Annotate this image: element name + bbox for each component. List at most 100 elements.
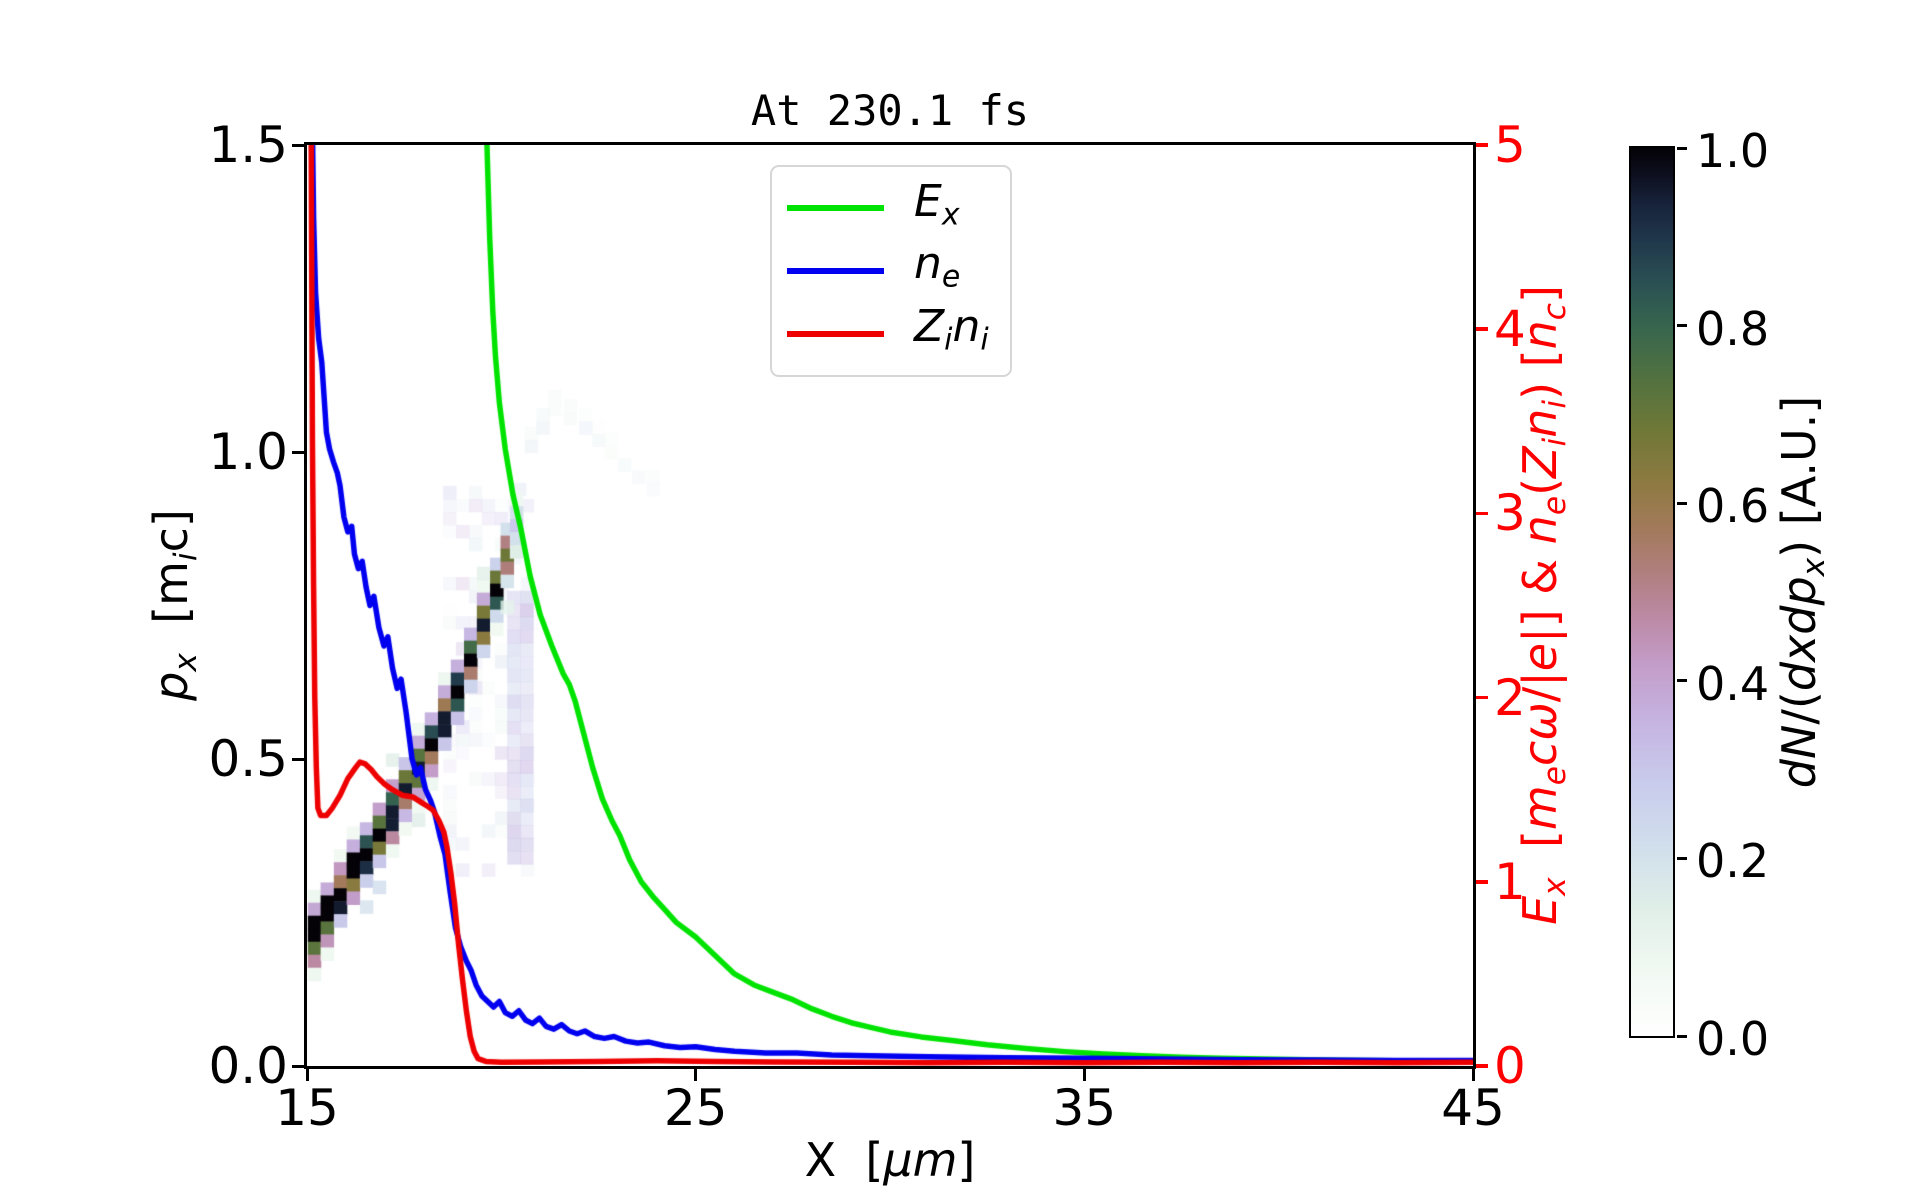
colorbar-tick [1677, 146, 1687, 150]
label-fragment: e [1513, 642, 1568, 672]
label-fragment: i [980, 322, 989, 358]
legend-line-swatch [787, 205, 884, 212]
label-fragment: X [ [804, 1133, 884, 1187]
label-fragment: n [914, 238, 942, 290]
y-right-tick-label: 3 [1494, 484, 1526, 543]
label-fragment: dxdp [1772, 576, 1827, 692]
label-fragment: m [1513, 785, 1568, 831]
label-fragment: c [144, 527, 199, 553]
label-fragment: ] [144, 509, 199, 528]
label-fragment: n [1513, 408, 1568, 438]
label-fragment: E [1513, 895, 1568, 925]
y-left-tick [292, 450, 304, 454]
y-left-tick-label: 1.5 [208, 116, 288, 174]
y-left-tick [292, 1064, 304, 1068]
label-fragment: x [167, 653, 204, 672]
label-fragment: /( [1772, 691, 1827, 725]
legend-label: Ex [914, 175, 960, 239]
label-fragment: n [1513, 320, 1568, 350]
y-right-tick [1476, 511, 1488, 516]
x-tick [1082, 1069, 1086, 1081]
label-fragment: e [941, 259, 961, 295]
y-left-tick-label: 1.0 [208, 423, 288, 481]
label-fragment: [ [1513, 830, 1568, 878]
y-left-tick-label: 0.0 [208, 1037, 288, 1095]
x-tick-label: 15 [275, 1079, 339, 1137]
colorbar [1629, 146, 1675, 1038]
y-right-tick [1476, 327, 1488, 331]
label-fragment: ) [A.U.] [1772, 395, 1827, 558]
y-right-tick [1476, 880, 1488, 884]
label-fragment: p [144, 671, 199, 701]
colorbar-tick-label: 1.0 [1696, 124, 1770, 178]
x-tick [694, 1069, 698, 1081]
label-fragment: c [1536, 303, 1573, 321]
x-tick-label: 45 [1441, 1079, 1505, 1137]
label-fragment: /| [1513, 671, 1568, 703]
legend: Ex ne Zini [770, 165, 1012, 377]
y-axis-label-left: px [mic] [144, 509, 204, 701]
label-fragment: n [1513, 515, 1568, 545]
colorbar-tick-label: 0.0 [1696, 1012, 1770, 1066]
legend-line-swatch [787, 267, 884, 274]
y-right-tick [1476, 1064, 1488, 1068]
legend-item-Zini: Zini [772, 300, 1010, 364]
y-right-tick-label: 5 [1494, 116, 1526, 174]
legend-label: Zini [914, 300, 989, 364]
colorbar-tick [1677, 501, 1687, 505]
legend-label: ne [914, 240, 960, 301]
colorbar-tick [1677, 324, 1687, 328]
page-title: At 230.1 fs [750, 86, 1030, 135]
legend-item-Ex: Ex [772, 175, 1010, 239]
label-fragment: i [1536, 437, 1573, 447]
colorbar-tick [1677, 1034, 1687, 1038]
label-fragment: ] [1513, 285, 1568, 304]
label-fragment: dN [1772, 724, 1827, 789]
label-fragment: n [952, 300, 981, 352]
label-fragment: e [1536, 495, 1573, 516]
colorbar-tick-label: 0.2 [1696, 834, 1770, 889]
colorbar-tick [1677, 856, 1687, 860]
x-axis-label: X [μm] [304, 1133, 1476, 1187]
x-tick-label: 25 [663, 1079, 728, 1137]
label-fragment: Z [914, 300, 945, 352]
label-fragment: E [914, 175, 942, 227]
colorbar-tick-label: 0.8 [1696, 301, 1770, 356]
label-fragment: ω [1513, 702, 1568, 741]
label-fragment: ] [957, 1133, 976, 1187]
colorbar-tick [1677, 679, 1687, 683]
y-right-tick-label: 0 [1494, 1037, 1526, 1095]
label-fragment: x [1536, 877, 1573, 896]
y-right-tick-label: 4 [1494, 300, 1526, 359]
label-fragment: ) [ [1513, 349, 1568, 400]
y-right-tick-label: 1 [1494, 852, 1526, 911]
colorbar-gradient [1631, 148, 1673, 1036]
y-right-tick-label: 2 [1494, 668, 1526, 727]
y-axis-label-right: Ex [mecω/|e|] & ne(Zini) [nc] [1513, 285, 1573, 925]
y-right-tick [1476, 695, 1488, 700]
label-fragment: m [144, 561, 199, 606]
colorbar-tick-label: 0.4 [1696, 656, 1770, 711]
label-fragment: ( [1513, 477, 1568, 496]
label-fragment: μm [883, 1133, 958, 1187]
label-fragment: e [1536, 766, 1573, 786]
legend-line-swatch [787, 330, 884, 337]
label-fragment: x [1795, 557, 1832, 577]
label-fragment: i [944, 322, 953, 358]
y-left-tick [292, 757, 304, 761]
colorbar-label: dN/(dxdpx) [A.U.] [1772, 396, 1832, 788]
legend-item-ne: ne [772, 240, 1010, 301]
y-left-tick [292, 143, 304, 147]
label-fragment: |] & [1513, 544, 1568, 643]
label-fragment: Z [1513, 446, 1568, 478]
label-fragment: c [1513, 740, 1568, 767]
label-fragment: [ [144, 605, 199, 654]
x-tick-label: 35 [1052, 1079, 1117, 1137]
x-tick [305, 1069, 309, 1081]
label-fragment: i [167, 552, 204, 562]
y-left-tick-label: 0.5 [208, 730, 288, 788]
y-right-tick [1476, 143, 1488, 147]
label-fragment: x [941, 197, 960, 233]
x-tick [1471, 1069, 1475, 1081]
